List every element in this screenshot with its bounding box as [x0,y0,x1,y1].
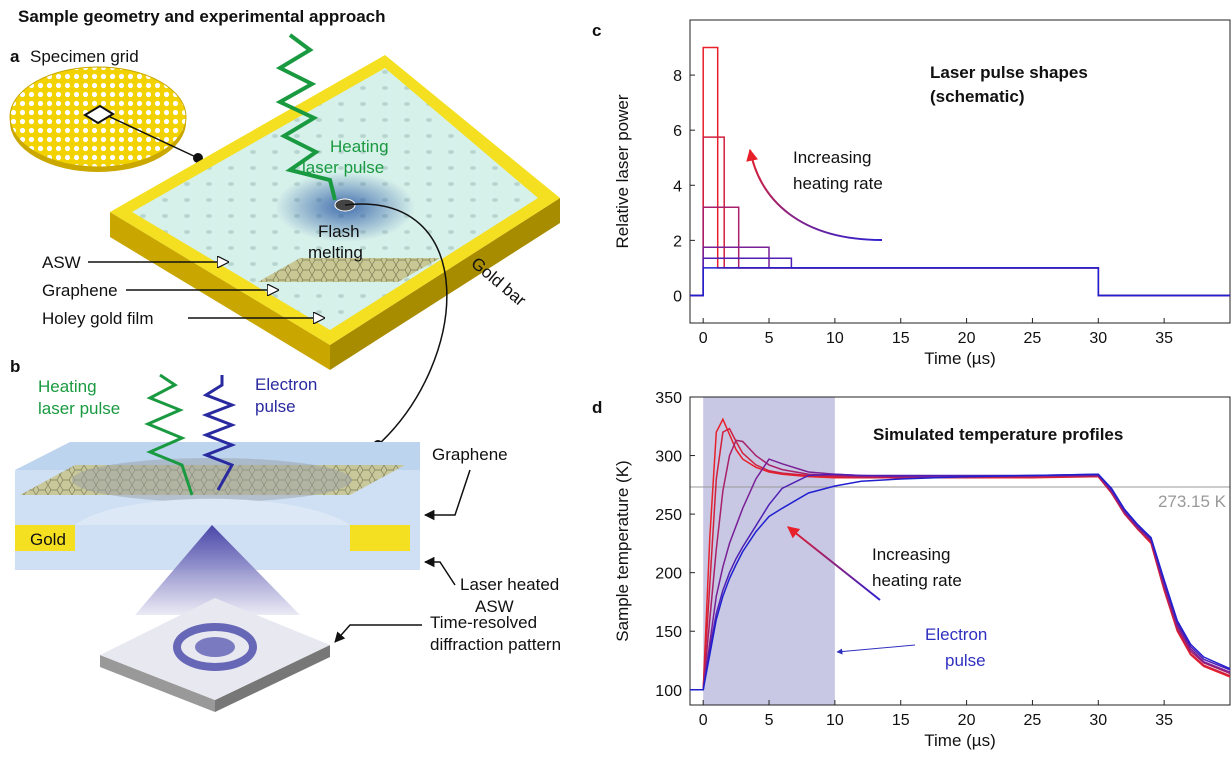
diffraction-center [195,637,235,657]
panel-label: c [592,21,601,40]
chart-title: Simulated temperature profiles [873,425,1123,444]
y-tick-label: 6 [673,123,682,140]
annotation: heating rate [793,174,883,193]
series-line [690,247,1230,295]
y-axis-label: Sample temperature (K) [613,460,632,641]
x-axis-label: Time (µs) [924,349,996,368]
x-tick-label: 15 [892,330,910,347]
figure: Sample geometry and experimental approac… [0,0,1231,757]
y-tick-label: 4 [673,178,682,195]
y-tick-label: 0 [673,288,682,305]
annotation-arrow [837,645,915,652]
label: laser pulse [38,399,120,418]
label: pulse [255,397,296,416]
y-tick-label: 350 [655,390,682,407]
label: Graphene [42,281,118,300]
x-tick-label: 25 [1024,712,1042,729]
label: Time-resolved [430,613,537,632]
figure-title: Sample geometry and experimental approac… [18,7,386,26]
label: Laser heated [460,575,559,594]
panel-label: a [10,47,20,66]
pointer [425,562,455,585]
gold-block [350,525,410,551]
label: Heating [330,137,389,156]
label: laser pulse [302,158,384,177]
x-tick-label: 5 [765,712,774,729]
shaded-region [703,397,835,705]
annotation: Increasing [872,545,950,564]
x-tick-label: 10 [826,330,844,347]
y-tick-label: 300 [655,449,682,466]
x-axis-label: Time (µs) [924,731,996,750]
y-tick-label: 200 [655,566,682,583]
x-tick-label: 20 [958,712,976,729]
y-tick-label: 150 [655,624,682,641]
x-tick-label: 25 [1024,330,1042,347]
label: Specimen grid [30,47,139,66]
x-tick-label: 20 [958,330,976,347]
y-tick-label: 250 [655,507,682,524]
label: Electron [255,375,317,394]
label: ASW [42,253,81,272]
x-tick-label: 30 [1089,330,1107,347]
shaded-label: Electron [925,625,987,644]
reference-label: 273.15 K [1158,492,1227,511]
y-axis-label: Relative laser power [613,94,632,248]
x-tick-label: 10 [826,712,844,729]
y-tick-label: 8 [673,68,682,85]
panel-label: d [592,398,602,417]
label: Flash [318,222,360,241]
annotation: heating rate [872,571,962,590]
y-tick-label: 2 [673,233,682,250]
label: Heating [38,377,97,396]
panel-label: b [10,357,20,376]
chart-title: Laser pulse shapes [930,63,1088,82]
hole [72,458,352,502]
label: Gold [30,530,66,549]
x-tick-label: 0 [699,712,708,729]
x-tick-label: 30 [1089,712,1107,729]
label: Holey gold film [42,309,154,328]
x-tick-label: 35 [1155,712,1173,729]
y-tick-label: 100 [655,683,682,700]
x-tick-label: 35 [1155,330,1173,347]
x-tick-label: 5 [765,330,774,347]
pointer [335,625,422,642]
annotation: Increasing [793,148,871,167]
x-tick-label: 15 [892,712,910,729]
x-tick-label: 0 [699,330,708,347]
chart-subtitle: (schematic) [930,87,1024,106]
series-line [690,268,1230,296]
series-line [690,258,1230,295]
series-line [690,137,1230,295]
label: melting [308,243,363,262]
label: Graphene [432,445,508,464]
series-line [690,207,1230,295]
shaded-label: pulse [945,651,986,670]
label: diffraction pattern [430,635,561,654]
pointer [425,470,470,515]
